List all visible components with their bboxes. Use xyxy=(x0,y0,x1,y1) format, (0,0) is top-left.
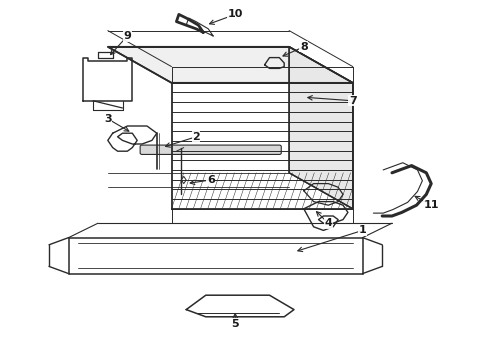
Text: 6: 6 xyxy=(207,175,215,185)
Polygon shape xyxy=(289,47,353,209)
Text: 10: 10 xyxy=(227,9,243,19)
Text: 5: 5 xyxy=(231,319,239,329)
Text: 7: 7 xyxy=(349,96,357,106)
FancyBboxPatch shape xyxy=(140,145,281,154)
Text: 11: 11 xyxy=(423,200,439,210)
Text: 1: 1 xyxy=(359,225,367,235)
Text: 4: 4 xyxy=(324,218,332,228)
Text: 9: 9 xyxy=(123,31,131,41)
Polygon shape xyxy=(108,47,353,83)
Text: 8: 8 xyxy=(300,42,308,52)
Text: 2: 2 xyxy=(192,132,200,142)
Text: 3: 3 xyxy=(104,114,112,124)
